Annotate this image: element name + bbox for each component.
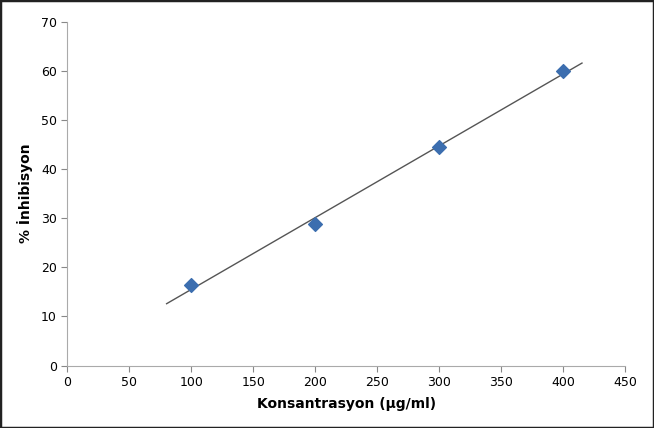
X-axis label: Konsantrasyon (μg/ml): Konsantrasyon (μg/ml) — [257, 397, 436, 411]
Point — [310, 221, 320, 228]
Y-axis label: % İnhibisyon: % İnhibisyon — [16, 144, 33, 244]
Point — [558, 67, 568, 74]
Point — [434, 143, 445, 150]
Point — [186, 281, 197, 288]
